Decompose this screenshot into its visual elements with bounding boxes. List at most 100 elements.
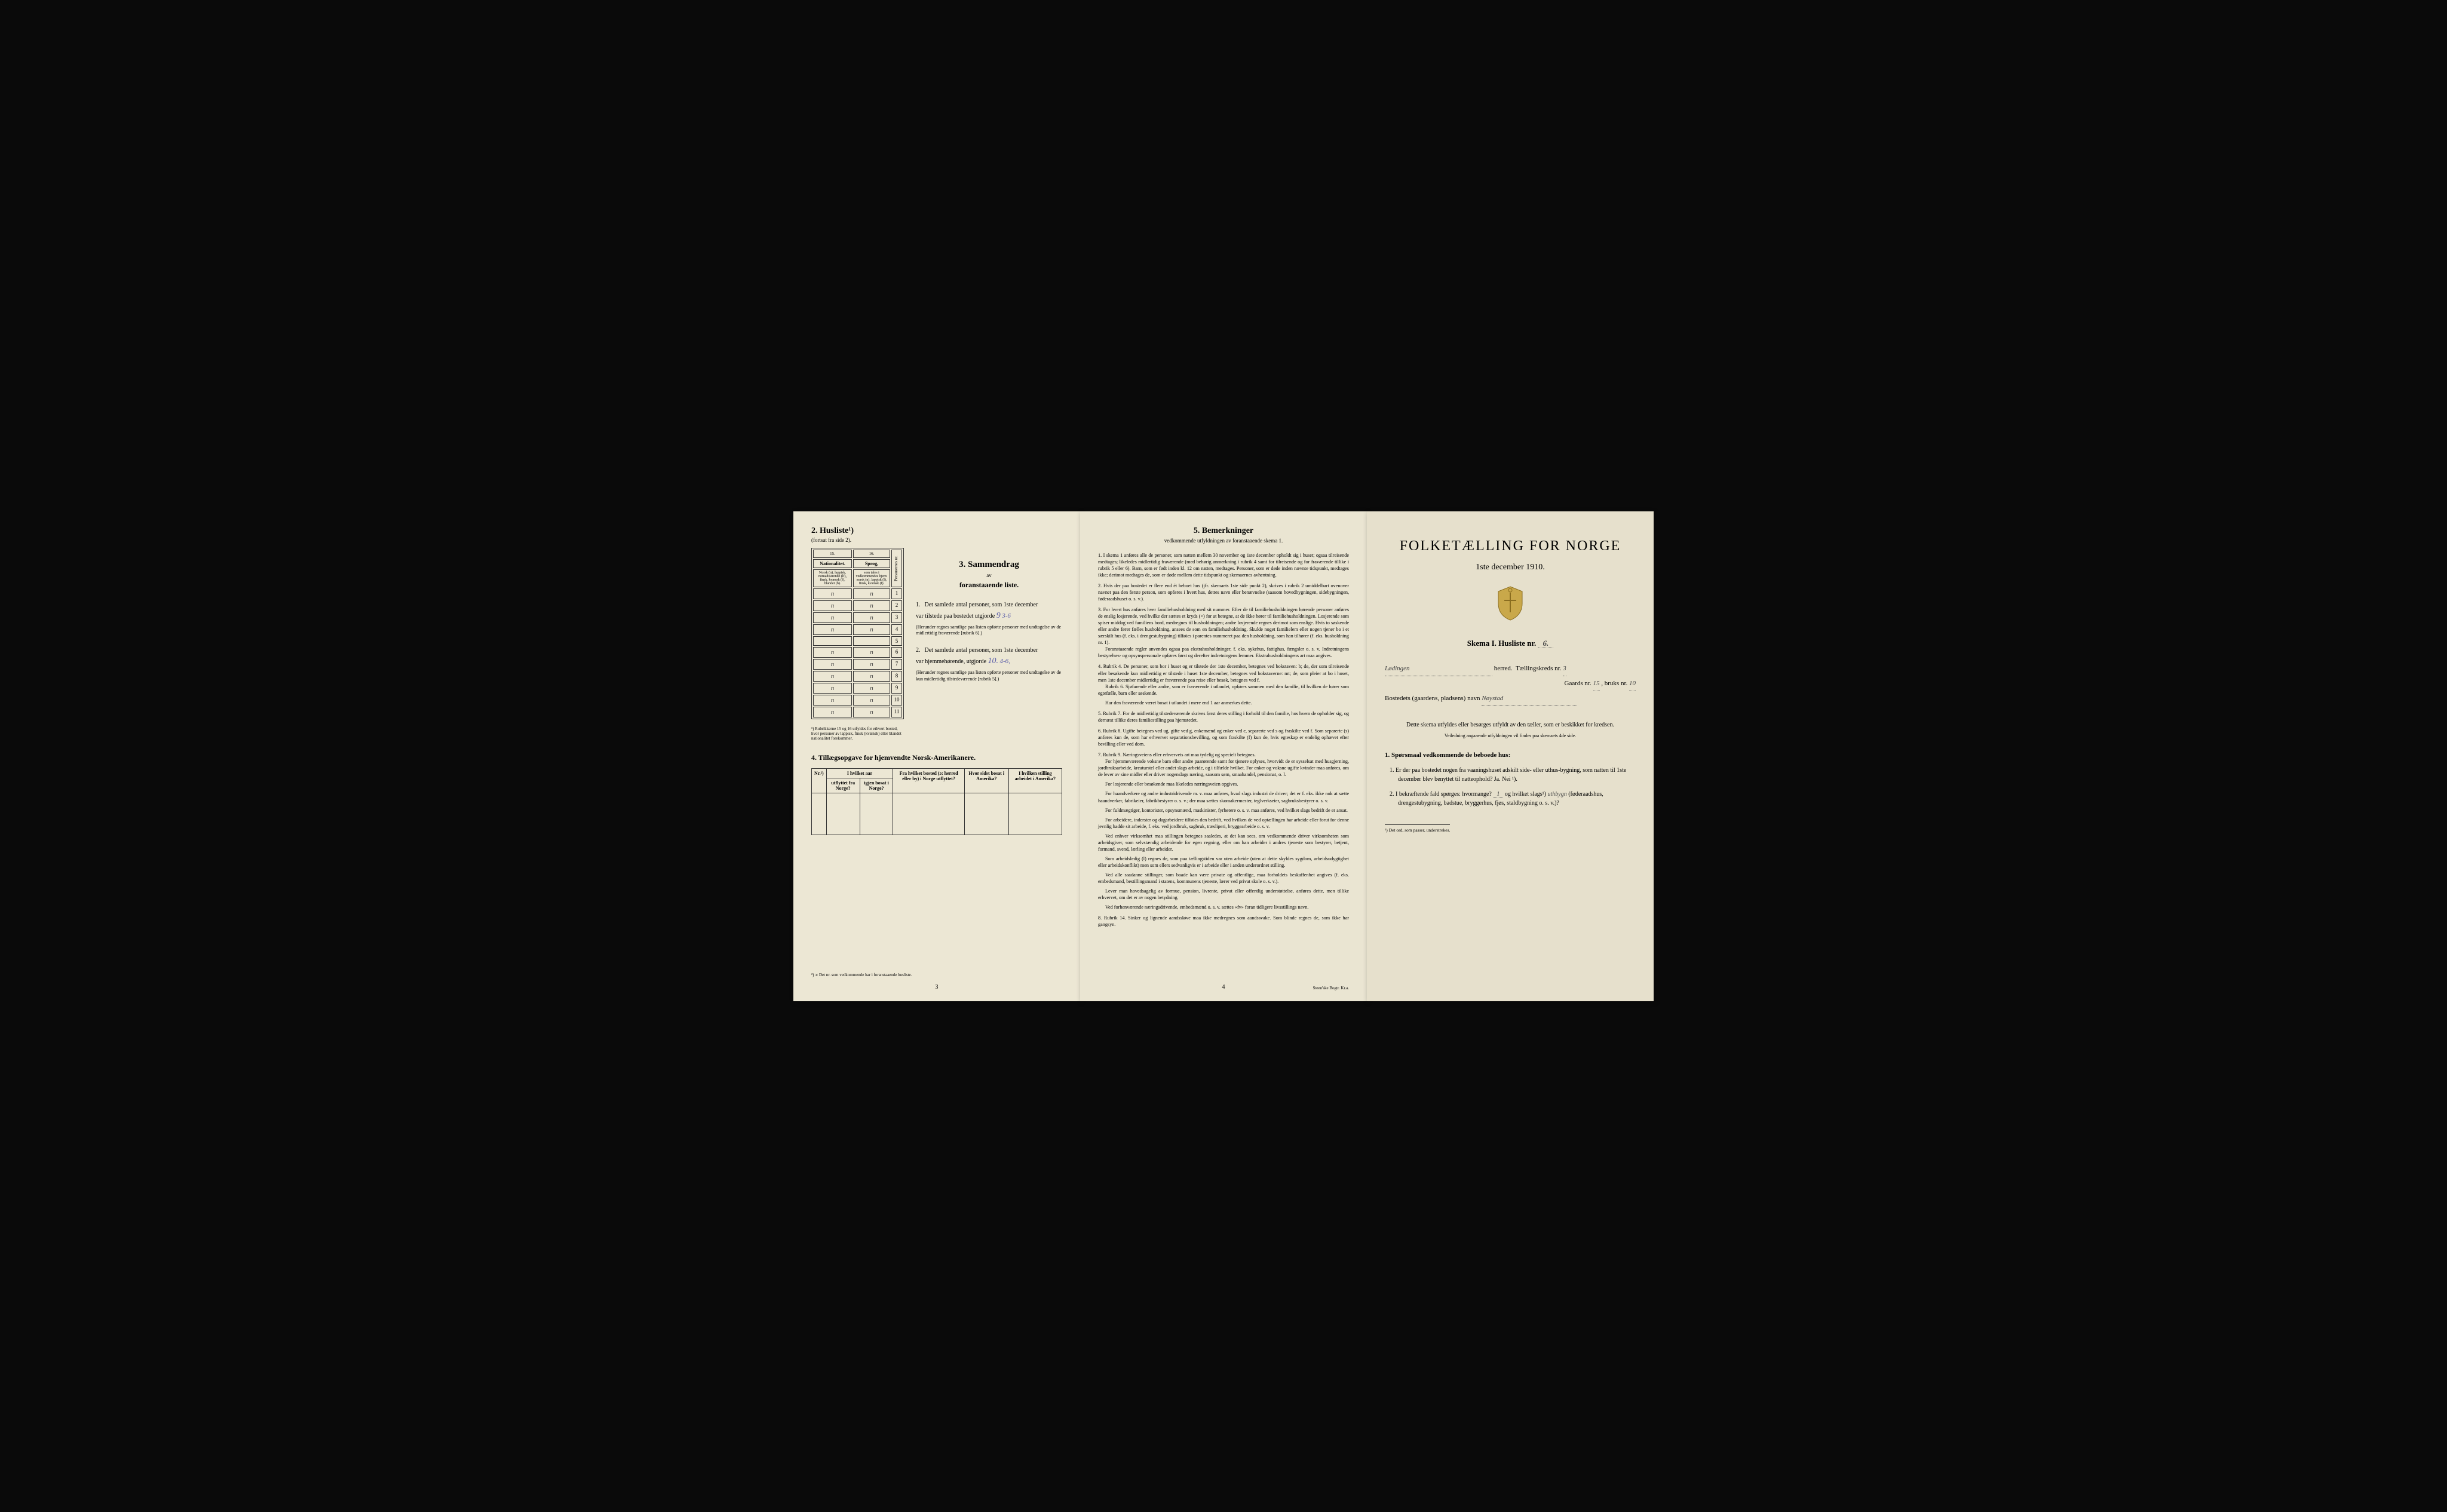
item2-value2: 4-6,: [1000, 658, 1010, 665]
location-fillins: Lødingen herred. Tællingskreds nr. 3 Gaa…: [1385, 661, 1636, 707]
printer-imprint: Steen'ske Bogtr. Kr.a.: [1313, 986, 1349, 990]
bemerk-para: Ved alle saadanne stillinger, som baade …: [1098, 872, 1349, 885]
table-row: [812, 793, 1062, 835]
table-row: nn8: [813, 671, 902, 682]
table-row: nn6: [813, 647, 902, 658]
item1-text-b: var tilstede paa bostedet utgjorde: [916, 613, 995, 619]
bemerk-para: Som arbeidsledig (l) regnes de, som paa …: [1098, 855, 1349, 869]
t4-col-amerika: Hvor sidst bosat i Amerika?: [964, 768, 1008, 793]
table-row: nn4: [813, 624, 902, 635]
bemerk-para: Rubrik 6. Sjøfarende eller andre, som er…: [1098, 683, 1349, 697]
bemerkninger-subtitle: vedkommende utfyldningen av foranstaaend…: [1098, 538, 1349, 544]
table-row: nn9: [813, 683, 902, 694]
page-4: 5. Bemerkninger vedkommende utfyldningen…: [1080, 511, 1367, 1001]
t4-col-bosat: igjen bosat i Norge?: [860, 778, 893, 793]
kreds-value: 3: [1563, 661, 1566, 676]
q2-value: 1: [1493, 791, 1503, 798]
item1-value: 9: [996, 611, 1001, 620]
item2-text-b: var hjemmehørende, utgjorde: [916, 658, 986, 665]
coat-of-arms-icon: [1385, 585, 1636, 624]
bemerk-para: For arbeidere, inderster og dagarbeidere…: [1098, 817, 1349, 830]
section-4: 4. Tillægsopgave for hjemvendte Norsk-Am…: [811, 753, 1062, 835]
item2-text-a: Det samlede antal personer, som 1ste dec…: [925, 647, 1038, 654]
census-date: 1ste december 1910.: [1385, 563, 1636, 572]
bemerk-item: 5. Rubrik 7. For de midlertidig tilstede…: [1098, 710, 1349, 723]
q2-value2: uthbygn: [1547, 791, 1566, 798]
bemerk-para: For losjerende eller besøkende maa likel…: [1098, 781, 1349, 787]
page-cover: FOLKETÆLLING FOR NORGE 1ste december 191…: [1367, 511, 1654, 1001]
bemerk-item: 8. Rubrik 14. Sinker og lignende aandssl…: [1098, 915, 1349, 928]
intro-text: Dette skema utfyldes eller besørges utfy…: [1385, 720, 1636, 729]
q2-mid: og hvilket slags¹): [1505, 791, 1546, 798]
bruks-value: 10: [1629, 676, 1636, 691]
table-row: nn2: [813, 600, 902, 611]
col-16-header: Sprog,: [853, 559, 890, 568]
bemerk-para: Lever man hovedsagelig av formue, pensio…: [1098, 888, 1349, 901]
bemerk-item: 4. Rubrik 4. De personer, som bor i huse…: [1098, 663, 1349, 706]
table-row: 5: [813, 636, 902, 646]
bemerk-para: For hjemmeværende voksne barn eller andr…: [1098, 758, 1349, 778]
bemerk-para: For fuldmægtiger, kontorister, opsynsmæn…: [1098, 807, 1349, 814]
section4-title: 4. Tillægsopgave for hjemvendte Norsk-Am…: [811, 753, 1062, 762]
t4-col-utflyttet: utflyttet fra Norge?: [826, 778, 860, 793]
col-16-num: 16.: [853, 550, 890, 558]
col-15-num: 15.: [813, 550, 852, 558]
husliste-table: 15. 16. Personernes nr. Nationalitet. Sp…: [811, 548, 904, 719]
bemerkninger-list: 1. I skema 1 anføres alle de personer, s…: [1098, 552, 1349, 928]
table-row: nn11: [813, 707, 902, 717]
t4-col-aar: I hvilket aar: [826, 768, 893, 778]
question-1: 1. Er der paa bostedet nogen fra vaaning…: [1385, 766, 1636, 784]
table-row: nn1: [813, 588, 902, 599]
bemerk-para: For haandverkere og andre industridriven…: [1098, 790, 1349, 803]
amerikanere-table: Nr.²) I hvilket aar Fra hvilket bosted (…: [811, 768, 1062, 835]
bemerk-item: 6. Rubrik 8. Ugifte betegnes ved ug, gif…: [1098, 728, 1349, 747]
sammendrag-section: 3. Sammendrag av foranstaaende liste. 1.…: [916, 548, 1062, 692]
herred-value: Lødingen: [1385, 661, 1492, 676]
item1-note: (Herunder regnes samtlige paa listen opf…: [916, 624, 1062, 637]
husliste-rows: nn1 nn2 nn3 nn4 5 nn6 nn7 nn8 nn9 nn10 n…: [813, 588, 902, 717]
gaards-label: Gaards nr.: [1565, 680, 1592, 687]
item2-value: 10.: [988, 657, 999, 665]
bemerk-item: 3. For hvert hus anføres hver familiehus…: [1098, 606, 1349, 660]
footnote-2: ²) ɔ: Det nr. som vedkommende har i fora…: [811, 973, 912, 977]
table-row: nn10: [813, 695, 902, 706]
bosted-label: Bostedets (gaardens, pladsens) navn: [1385, 695, 1480, 702]
kreds-label: Tællingskreds nr.: [1516, 665, 1561, 672]
col-15-header: Nationalitet.: [813, 559, 852, 568]
intro-subtext: Veiledning angaaende utfyldningen vil fi…: [1385, 733, 1636, 738]
table-footnote: ¹) Rubrikkerne 15 og 16 utfyldes for eth…: [811, 726, 904, 741]
page-number: 4: [1222, 984, 1225, 990]
t4-col-stilling: I hvilken stilling arbeidet i Amerika?: [1008, 768, 1062, 793]
gaards-value: 15: [1593, 676, 1600, 691]
bemerkninger-title: 5. Bemerkninger: [1098, 526, 1349, 536]
bemerk-item: 7. Rubrik 9. Næringsveiens eller erhverv…: [1098, 752, 1349, 910]
item2-note: (Herunder regnes samtlige paa listen opf…: [916, 670, 1062, 682]
bemerk-item: 1. I skema 1 anføres alle de personer, s…: [1098, 552, 1349, 578]
page-3: 2. Husliste¹) (fortsat fra side 2). 15. …: [793, 511, 1080, 1001]
bosted-value: Nøystad: [1482, 691, 1577, 706]
t4-col-bosted: Fra hvilket bosted (ɔ: herred eller by) …: [893, 768, 964, 793]
item1-text-a: Det samlede antal personer, som 1ste dec…: [925, 602, 1038, 608]
col-personnr: Personernes nr.: [891, 550, 902, 587]
skema-label: Skema I. Husliste nr.: [1467, 639, 1536, 648]
husliste-heading: 2. Husliste¹): [811, 526, 1062, 536]
herred-label: herred.: [1494, 665, 1513, 672]
census-document: 2. Husliste¹) (fortsat fra side 2). 15. …: [793, 511, 1654, 1001]
col-15-desc: Norsk (n), lappisk, nomadiserende (lf), …: [813, 569, 852, 587]
question-footnote: ¹) Det ord, som passer, understrekes.: [1385, 824, 1450, 833]
bemerk-item: 2. Hvis der paa bostedet er flere end ét…: [1098, 582, 1349, 602]
sammendrag-item-2: 2. Det samlede antal personer, som 1ste …: [916, 646, 1062, 682]
t4-col-nr: Nr.²): [812, 768, 827, 793]
bemerk-para: Ved forhenværende næringsdrivende, embed…: [1098, 904, 1349, 910]
husliste-subheading: (fortsat fra side 2).: [811, 537, 1062, 543]
questions-title: 1. Spørsmaal vedkommende de beboede hus:: [1385, 752, 1636, 759]
bemerk-para: Ved enhver virksomhet maa stillingen bet…: [1098, 833, 1349, 852]
item1-value2: 3-6: [1002, 612, 1011, 619]
sammendrag-title: 3. Sammendrag: [916, 560, 1062, 570]
census-title: FOLKETÆLLING FOR NORGE: [1385, 538, 1636, 554]
question-2: 2. I bekræftende fald spørges: hvormange…: [1385, 790, 1636, 808]
sammendrag-item-1: 1. Det samlede antal personer, som 1ste …: [916, 600, 1062, 637]
col-16-desc: som tales i vedkommendes hjem: norsk (n)…: [853, 569, 890, 587]
sammendrag-av: av: [916, 572, 1062, 578]
husliste-nr-value: 6.: [1538, 639, 1553, 648]
